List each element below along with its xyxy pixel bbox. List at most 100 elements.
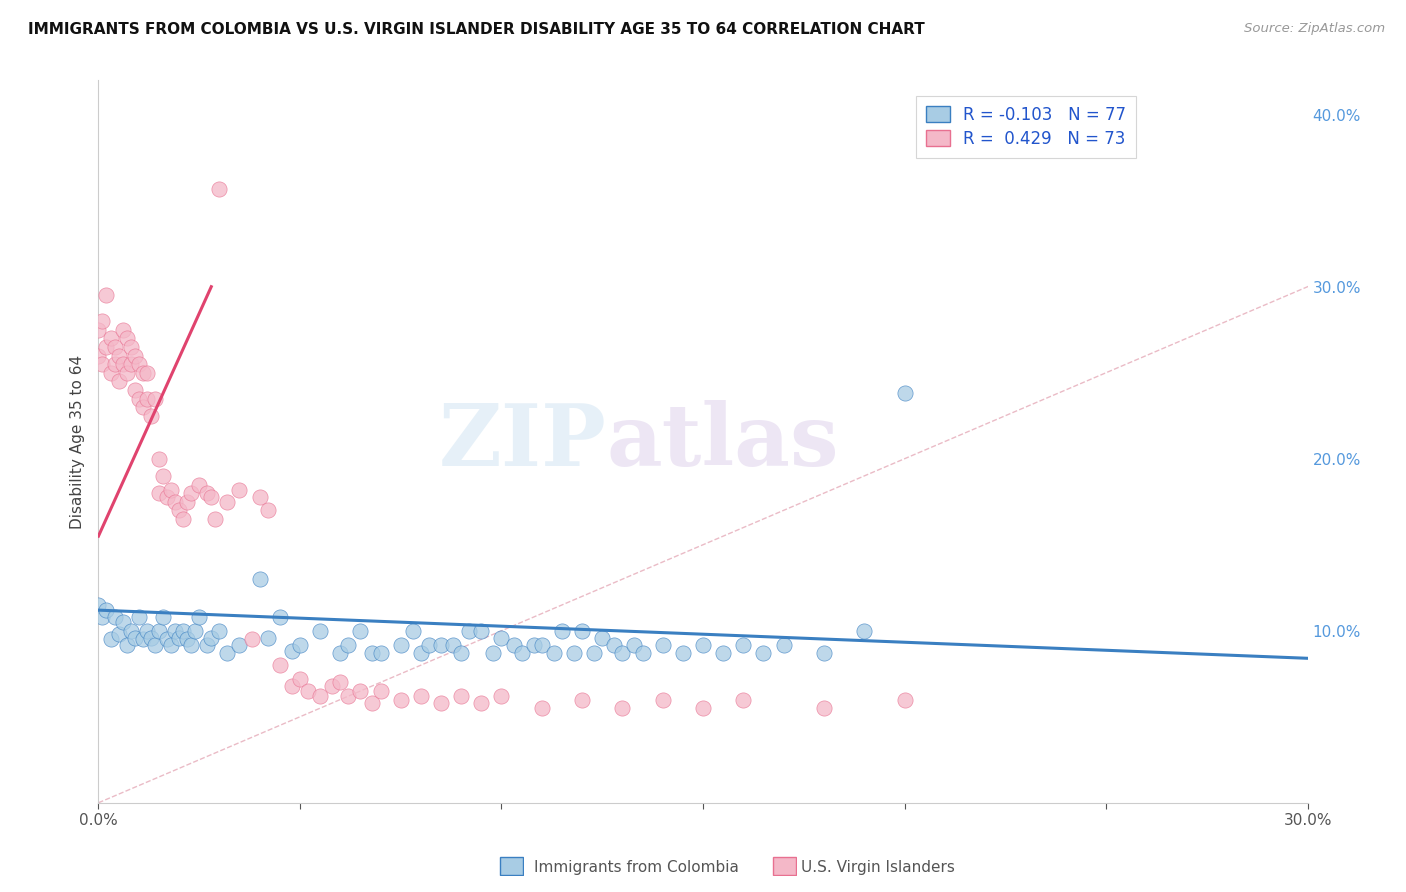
Point	[470, 696, 492, 710]
Point	[309, 624, 332, 638]
Point	[87, 349, 110, 363]
Point	[297, 684, 319, 698]
Point	[491, 631, 513, 645]
Point	[100, 331, 122, 345]
Point	[349, 684, 371, 698]
Point	[733, 692, 755, 706]
Point	[370, 646, 392, 660]
Point	[96, 603, 118, 617]
Point	[309, 689, 332, 703]
Point	[337, 689, 360, 703]
Point	[288, 638, 311, 652]
Point	[651, 692, 673, 706]
Point	[571, 692, 593, 706]
Point	[813, 701, 835, 715]
Point	[591, 631, 613, 645]
Point	[107, 375, 129, 389]
Point	[409, 689, 432, 703]
Point	[156, 490, 179, 504]
Point	[370, 684, 392, 698]
Point	[200, 490, 222, 504]
Point	[148, 624, 170, 638]
Point	[139, 631, 162, 645]
Point	[156, 632, 179, 647]
Point	[441, 638, 464, 652]
Point	[167, 631, 190, 645]
Point	[530, 701, 553, 715]
Point	[893, 386, 915, 401]
Point	[623, 638, 645, 652]
Point	[111, 357, 134, 371]
Point	[772, 638, 794, 652]
Point	[115, 638, 138, 652]
Point	[752, 646, 775, 660]
Point	[87, 598, 110, 612]
Text: ZIP: ZIP	[439, 400, 606, 483]
Text: U.S. Virgin Islanders: U.S. Virgin Islanders	[801, 860, 955, 874]
Point	[672, 646, 695, 660]
Point	[329, 675, 352, 690]
Point	[128, 610, 150, 624]
Point	[389, 638, 412, 652]
Point	[208, 182, 231, 196]
Point	[139, 409, 162, 423]
Point	[107, 349, 129, 363]
Point	[269, 610, 291, 624]
Point	[152, 469, 174, 483]
Point	[124, 631, 146, 645]
Point	[409, 646, 432, 660]
Point	[135, 624, 157, 638]
Point	[321, 679, 343, 693]
Point	[176, 494, 198, 508]
Point	[115, 331, 138, 345]
Point	[240, 632, 263, 647]
Point	[281, 679, 304, 693]
Point	[195, 638, 218, 652]
Point	[124, 349, 146, 363]
Point	[510, 646, 533, 660]
Point	[96, 288, 118, 302]
Point	[208, 624, 231, 638]
Point	[115, 366, 138, 380]
Point	[349, 624, 371, 638]
Point	[450, 689, 472, 703]
Point	[430, 696, 453, 710]
Text: Source: ZipAtlas.com: Source: ZipAtlas.com	[1244, 22, 1385, 36]
Point	[470, 624, 492, 638]
Point	[188, 477, 211, 491]
Point	[482, 646, 505, 660]
Point	[91, 314, 114, 328]
Point	[853, 624, 876, 638]
Point	[631, 646, 654, 660]
Point	[132, 366, 155, 380]
Point	[103, 357, 125, 371]
Point	[96, 340, 118, 354]
Point	[603, 638, 626, 652]
Point	[329, 646, 352, 660]
Point	[530, 638, 553, 652]
Point	[281, 644, 304, 658]
Point	[107, 627, 129, 641]
Point	[176, 632, 198, 647]
Point	[120, 624, 142, 638]
Point	[651, 638, 673, 652]
Point	[249, 572, 271, 586]
Point	[163, 494, 186, 508]
Text: IMMIGRANTS FROM COLOMBIA VS U.S. VIRGIN ISLANDER DISABILITY AGE 35 TO 64 CORRELA: IMMIGRANTS FROM COLOMBIA VS U.S. VIRGIN …	[28, 22, 925, 37]
Point	[813, 646, 835, 660]
Point	[132, 632, 155, 647]
Point	[135, 392, 157, 406]
Point	[128, 357, 150, 371]
Y-axis label: Disability Age 35 to 64: Disability Age 35 to 64	[69, 354, 84, 529]
Point	[160, 638, 183, 652]
Point	[91, 357, 114, 371]
Point	[893, 692, 915, 706]
Point	[733, 638, 755, 652]
Legend: R = -0.103   N = 77, R =  0.429   N = 73: R = -0.103 N = 77, R = 0.429 N = 73	[917, 95, 1136, 158]
Point	[217, 646, 239, 660]
Point	[361, 696, 384, 710]
Point	[167, 503, 190, 517]
Point	[103, 340, 125, 354]
Point	[163, 624, 186, 638]
Point	[91, 610, 114, 624]
